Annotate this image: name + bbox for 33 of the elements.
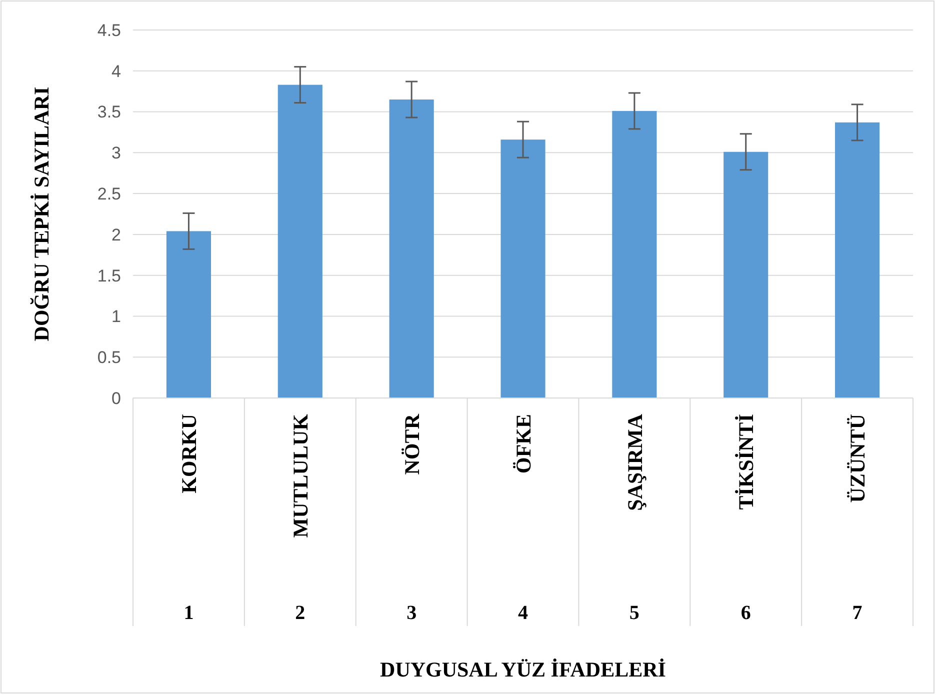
bar (500, 140, 546, 398)
bar (724, 152, 768, 398)
text: 7 (852, 602, 862, 624)
text: 2 (295, 602, 306, 624)
y-tick-label: 2.5 (97, 184, 121, 204)
bar (389, 100, 434, 398)
x-tick-label: TİKSİNTİ (734, 414, 758, 510)
x-tick-label: NÖTR (400, 413, 424, 475)
bar (278, 84, 322, 398)
text: DUYGUSAL YÜZ İFADELERİ (380, 657, 666, 682)
y-axis-title: DOĞRU TEPKİ SAYILARI (29, 86, 54, 342)
y-tick-label: 3 (112, 144, 121, 163)
x-tick-label: KORKU (177, 414, 202, 494)
x-tick-label: ÖFKE (511, 414, 536, 474)
y-tick-label: 3.5 (97, 102, 121, 122)
y-tick-label: 2 (112, 225, 121, 244)
text: 4 (518, 602, 528, 624)
y-tick-label: 4.5 (97, 20, 121, 40)
y-tick-label: 1 (112, 307, 121, 326)
x-tick-label: ŞAŞIRMA (622, 413, 647, 511)
y-tick-label: 1.5 (97, 266, 121, 286)
bar (835, 122, 880, 398)
text: 3 (406, 602, 417, 624)
x-tick-label: MUTLULUK (288, 413, 312, 538)
text: 6 (740, 602, 751, 624)
y-tick-label: 0.5 (97, 348, 121, 368)
y-tick-label: 4 (112, 62, 121, 81)
x-tick-label: ÜZÜNTÜ (846, 414, 870, 503)
bar (166, 231, 211, 398)
text: 1 (184, 602, 194, 624)
bar (612, 110, 657, 398)
y-tick-label: 0 (112, 388, 121, 408)
text: 5 (629, 602, 640, 624)
